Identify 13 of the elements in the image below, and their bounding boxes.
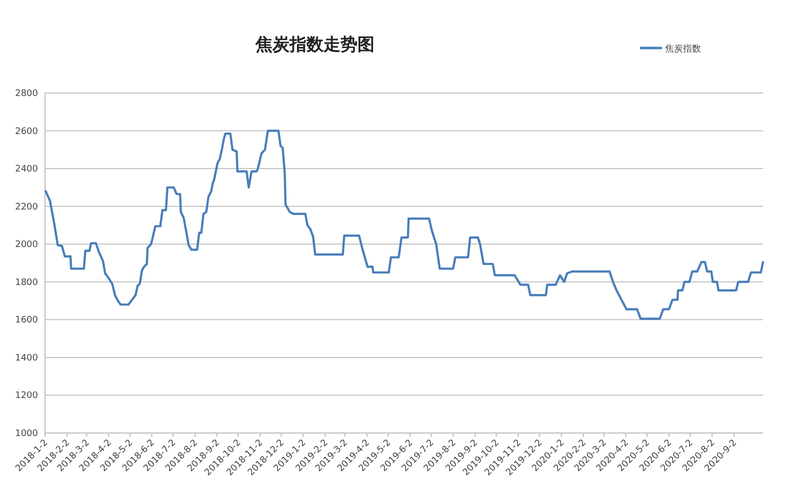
y-tick-label: 1600 xyxy=(15,316,38,326)
y-tick-label: 2200 xyxy=(15,202,38,212)
y-tick-label: 2800 xyxy=(15,89,38,99)
y-tick-label: 2000 xyxy=(15,240,38,250)
y-tick-label: 1800 xyxy=(15,278,38,288)
y-tick-label: 1400 xyxy=(15,353,38,364)
y-tick-label: 2400 xyxy=(15,164,38,175)
y-tick-label: 1200 xyxy=(15,391,38,402)
line-series xyxy=(44,130,764,320)
y-tick-label: 2600 xyxy=(15,126,38,137)
y-tick-label: 1000 xyxy=(15,429,38,439)
legend-label: 焦炭指数 xyxy=(665,44,701,54)
chart-title: 焦炭指数走势图 xyxy=(254,35,374,55)
